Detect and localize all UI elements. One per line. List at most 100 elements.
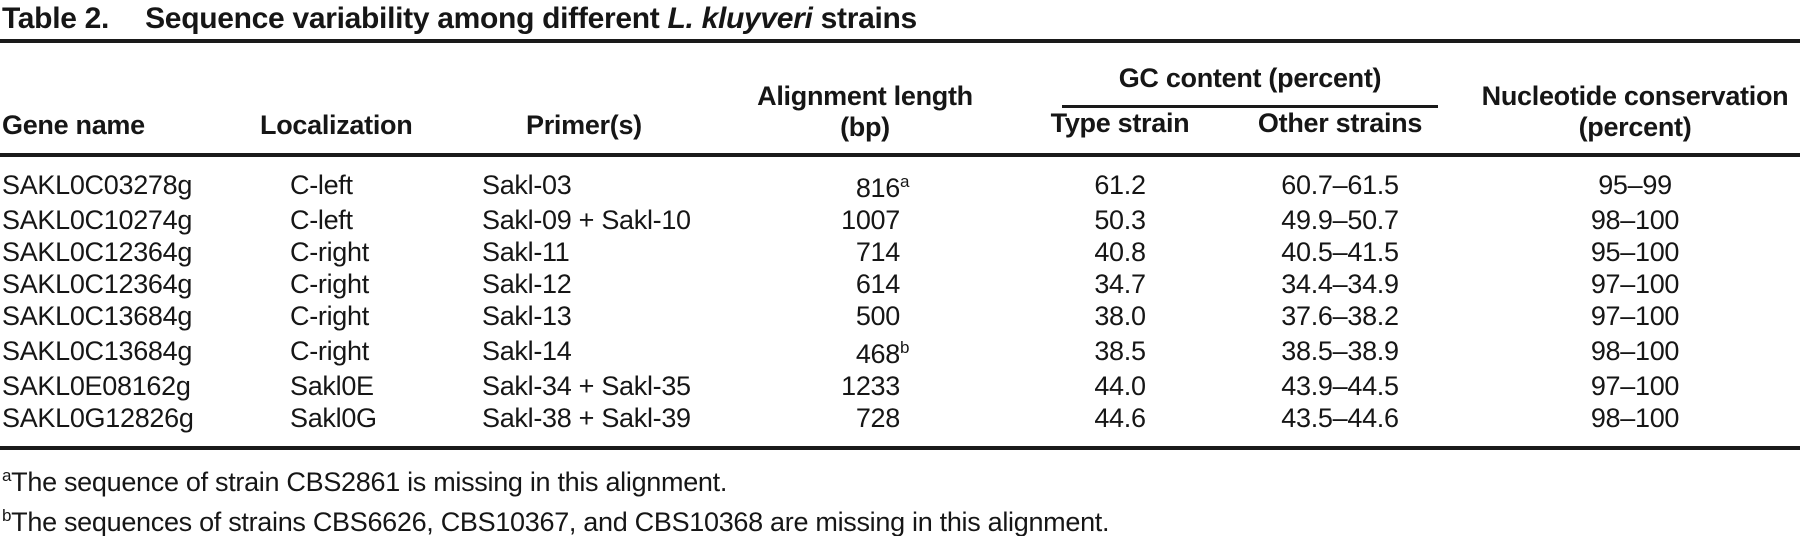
footnote-b-marker: b [2,506,12,525]
cell-gc-other-strains: 34.4–34.9 [1281,269,1399,299]
table-row: SAKL0C13684g C-right Sakl-14 468b 38.5 3… [0,332,1800,370]
column-header-localization: Localization [260,110,413,140]
cell-localization: C-right [290,269,369,299]
footnote-marker: a [900,172,910,191]
cell-alignment-length: 468b [700,332,1030,370]
header-row-1: Gene name Localization Primer(s) Alignme… [0,43,1800,142]
footnote-a: aThe sequence of strain CBS2861 is missi… [2,459,1800,499]
cell-alignment-length: 816a [700,155,1030,204]
conservation-line2: (percent) [1578,112,1692,142]
cell-alignment-length: 614 [700,268,1030,300]
column-header-alignment-length: Alignment length (bp) [700,43,1030,155]
cell-gene-name: SAKL0E08162g [2,371,191,401]
cell-alignment-length: 1007 [700,204,1030,236]
table-row: SAKL0C12364g C-right Sakl-11 714 40.8 40… [0,236,1800,268]
cell-primers: Sakl-03 [482,170,572,200]
cell-gc-type-strain: 44.0 [1094,371,1146,401]
cell-conservation: 97–100 [1590,301,1680,331]
table-title: Table 2. Sequence variability among diffe… [0,0,1800,36]
caption-text-after: strains [812,2,918,35]
cell-localization: C-left [290,170,353,200]
cell-gene-name: SAKL0C10274g [2,205,193,235]
alignment-length-value: 1233 [841,371,900,401]
cell-gc-type-strain: 34.7 [1094,269,1146,299]
cell-gc-other-strains: 38.5–38.9 [1281,336,1399,366]
cell-gc-type-strain: 61.2 [1094,170,1146,200]
cell-alignment-length: 1233 [700,370,1030,402]
column-header-type-strain: Type strain [1050,108,1190,138]
alignment-length-value: 816 [855,173,900,203]
table-row: SAKL0C03278g C-left Sakl-03 816a 61.2 60… [0,155,1800,204]
cell-alignment-length: 728 [700,402,1030,448]
cell-localization: Sakl0E [290,371,374,401]
column-header-other-strains: Other strains [1257,108,1423,138]
cell-conservation: 98–100 [1590,336,1680,366]
cell-conservation: 98–100 [1590,205,1680,235]
conservation-line1: Nucleotide conservation [1481,81,1789,111]
caption-text-before: Sequence variability among different [145,2,668,35]
alignment-length-value: 468 [855,339,900,369]
cell-gc-other-strains: 37.6–38.2 [1281,301,1399,331]
alignment-length-line2: (bp) [840,112,890,142]
cell-localization: Sakl0G [290,403,377,433]
cell-primers: Sakl-12 [482,269,572,299]
column-header-primers: Primer(s) [526,110,642,140]
cell-primers: Sakl-14 [482,336,572,366]
table-row: SAKL0C13684g C-right Sakl-13 500 38.0 37… [0,300,1800,332]
cell-localization: C-right [290,301,369,331]
cell-gc-other-strains: 43.5–44.6 [1281,403,1399,433]
cell-gc-type-strain: 38.0 [1094,301,1146,331]
cell-primers: Sakl-34 + Sakl-35 [482,371,691,401]
gc-content-spanner-label: GC content (percent) [1062,63,1438,108]
alignment-length-value: 1007 [841,205,900,235]
cell-gene-name: SAKL0C12364g [2,269,193,299]
cell-localization: C-right [290,237,369,267]
cell-conservation: 95–100 [1590,237,1680,267]
footnote-a-text: The sequence of strain CBS2861 is missin… [11,467,728,497]
cell-alignment-length: 500 [700,300,1030,332]
cell-gc-type-strain: 50.3 [1094,205,1146,235]
cell-primers: Sakl-09 + Sakl-10 [482,205,691,235]
footnote-b: bThe sequences of strains CBS6626, CBS10… [2,499,1800,536]
footnote-a-marker: a [2,466,12,485]
cell-conservation: 98–100 [1590,403,1680,433]
alignment-length-value: 728 [855,403,900,433]
alignment-length-line1: Alignment length [757,81,973,111]
table-footnotes: aThe sequence of strain CBS2861 is missi… [0,459,1800,536]
cell-gc-other-strains: 40.5–41.5 [1281,237,1399,267]
top-rule [0,39,1800,43]
cell-localization: C-left [290,205,353,235]
cell-localization: C-right [290,336,369,366]
table-row: SAKL0C12364g C-right Sakl-12 614 34.7 34… [0,268,1800,300]
alignment-length-value: 500 [855,301,900,331]
species-name: L. kluyveri [667,2,813,35]
cell-gc-type-strain: 38.5 [1094,336,1146,366]
footnote-marker: b [900,338,910,357]
cell-gene-name: SAKL0C13684g [2,301,193,331]
table-row: SAKL0C10274g C-left Sakl-09 + Sakl-10 10… [0,204,1800,236]
cell-gene-name: SAKL0C13684g [2,336,193,366]
cell-gene-name: SAKL0C03278g [2,170,193,200]
alignment-length-value: 714 [855,237,900,267]
column-header-conservation: Nucleotide conservation (percent) [1470,43,1800,155]
table-number-label: Table 2. [2,2,110,35]
column-header-gene-name: Gene name [2,110,145,140]
cell-gc-type-strain: 44.6 [1094,403,1146,433]
cell-gene-name: SAKL0G12826g [2,403,194,433]
cell-gc-type-strain: 40.8 [1094,237,1146,267]
cell-conservation: 97–100 [1590,269,1680,299]
cell-primers: Sakl-11 [482,237,570,267]
cell-conservation: 95–99 [1598,170,1672,200]
table-header: Gene name Localization Primer(s) Alignme… [0,43,1800,155]
column-group-gc-content: GC content (percent) [1030,43,1470,108]
table-caption: Sequence variability among different L. … [145,2,917,35]
alignment-length-value: 614 [855,269,900,299]
header-row-2: Type strain Other strains [0,108,1800,155]
footnote-b-text: The sequences of strains CBS6626, CBS103… [11,507,1110,536]
cell-gc-other-strains: 43.9–44.5 [1281,371,1399,401]
cell-gc-other-strains: 60.7–61.5 [1281,170,1399,200]
cell-primers: Sakl-13 [482,301,572,331]
cell-gene-name: SAKL0C12364g [2,237,193,267]
cell-gc-other-strains: 49.9–50.7 [1281,205,1399,235]
